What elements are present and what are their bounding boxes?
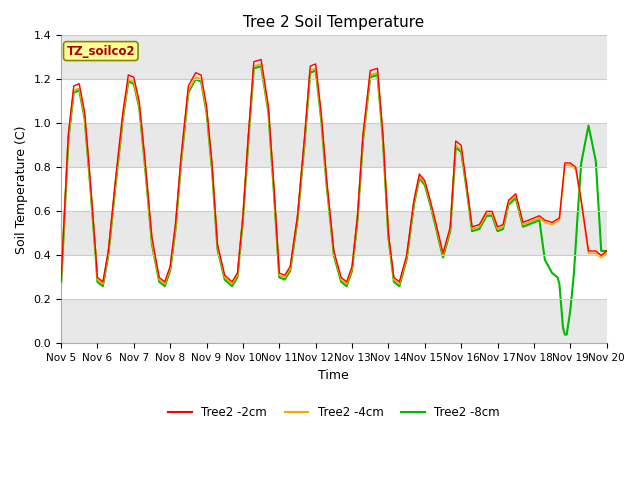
Tree2 -8cm [330, 252, 338, 258]
Legend: Tree2 -2cm, Tree2 -4cm, Tree2 -8cm: Tree2 -2cm, Tree2 -4cm, Tree2 -8cm [163, 401, 504, 424]
Tree2 -8cm [93, 279, 101, 285]
Tree2 -8cm [86, 182, 94, 188]
Tree2 -8cm [257, 63, 265, 69]
Title: Tree 2 Soil Temperature: Tree 2 Soil Temperature [243, 15, 424, 30]
Tree2 -4cm [603, 250, 611, 256]
Bar [61, 79, 607, 123]
Tree2 -8cm [379, 138, 387, 144]
Y-axis label: Soil Temperature (C): Soil Temperature (C) [15, 125, 28, 253]
X-axis label: Time: Time [319, 369, 349, 382]
Tree2 -2cm [136, 98, 143, 104]
Tree2 -2cm [57, 279, 65, 285]
Tree2 -4cm [57, 281, 65, 287]
Tree2 -4cm [330, 250, 338, 256]
Tree2 -2cm [603, 248, 611, 254]
Tree2 -4cm [119, 114, 127, 120]
Bar [61, 168, 607, 211]
Tree2 -8cm [561, 332, 569, 337]
Tree2 -2cm [161, 279, 168, 285]
Tree2 -8cm [421, 182, 429, 188]
Tree2 -2cm [330, 248, 338, 254]
Line: Tree2 -2cm: Tree2 -2cm [61, 60, 607, 282]
Tree2 -2cm [493, 224, 501, 229]
Bar [61, 300, 607, 343]
Tree2 -4cm [439, 252, 447, 258]
Tree2 -2cm [119, 109, 127, 115]
Tree2 -8cm [499, 226, 507, 232]
Tree2 -8cm [603, 248, 611, 254]
Tree2 -4cm [257, 61, 265, 67]
Bar [61, 36, 607, 79]
Tree2 -4cm [136, 103, 143, 108]
Line: Tree2 -8cm: Tree2 -8cm [61, 66, 607, 335]
Bar [61, 123, 607, 168]
Tree2 -8cm [57, 283, 65, 289]
Bar [61, 211, 607, 255]
Tree2 -4cm [161, 281, 168, 287]
Tree2 -2cm [257, 57, 265, 62]
Bar [61, 255, 607, 300]
Text: TZ_soilco2: TZ_soilco2 [67, 45, 135, 58]
Tree2 -2cm [439, 250, 447, 256]
Tree2 -4cm [493, 226, 501, 232]
Line: Tree2 -4cm: Tree2 -4cm [61, 64, 607, 284]
